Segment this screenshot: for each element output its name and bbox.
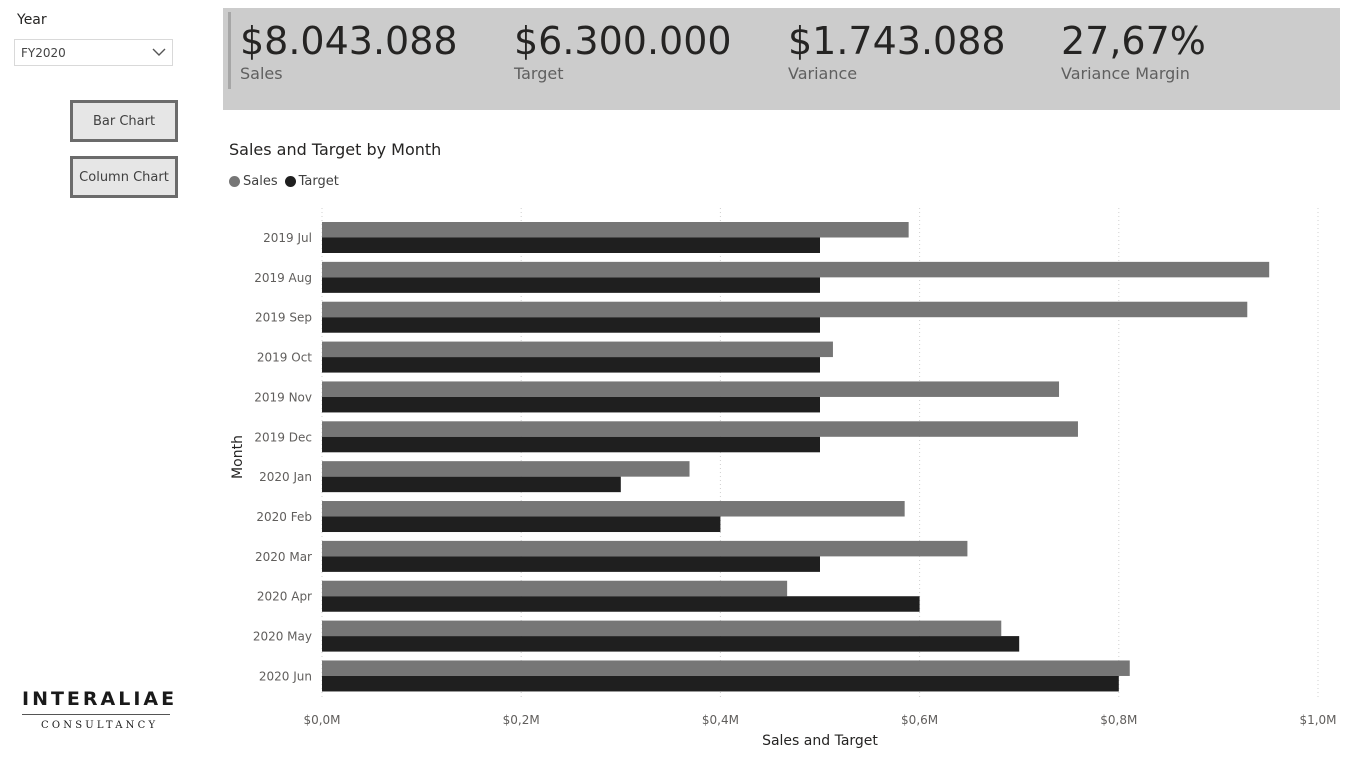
x-tick-label: $0,8M [1100, 713, 1137, 727]
y-tick-label: 2019 Sep [255, 311, 312, 325]
kpi-variance-margin-label: Variance Margin [1061, 64, 1190, 83]
legend-label-sales: Sales [243, 174, 278, 189]
y-tick-label: 2020 Apr [257, 590, 312, 604]
kpi-variance-value: $1.743.088 [788, 19, 1006, 63]
target-bar [322, 436, 820, 453]
sales-bar [322, 222, 909, 238]
company-logo: INTERALIAE CONSULTANCY [22, 688, 178, 731]
sales-bar [322, 540, 968, 557]
y-axis-title: Month [230, 435, 246, 479]
year-slicer-label: Year [17, 12, 47, 28]
x-axis-title: Sales and Target [762, 733, 878, 749]
y-tick-label: 2019 Aug [254, 271, 312, 285]
target-bar [322, 476, 621, 493]
chevron-down-icon [152, 48, 166, 56]
target-bar [322, 396, 820, 413]
sales-bar [322, 620, 1002, 637]
kpi-accent-bar [228, 12, 231, 89]
kpi-sales: $8.043.088 Sales [240, 18, 458, 83]
y-tick-label: 2020 Feb [256, 510, 312, 524]
target-bar [322, 357, 820, 373]
sales-bar [322, 261, 1270, 278]
logo-main-text: INTERALIAE [22, 688, 178, 710]
target-bar [322, 516, 721, 533]
x-tick-label: $0,6M [901, 713, 938, 727]
sales-bar [322, 301, 1248, 318]
legend-label-target: Target [298, 174, 339, 189]
sales-bar [322, 461, 690, 477]
target-bar [322, 237, 820, 253]
kpi-variance-label: Variance [788, 64, 858, 83]
sales-bar [322, 341, 833, 358]
legend-item-target[interactable]: Target [284, 174, 339, 189]
kpi-band [223, 8, 1340, 110]
y-tick-label: 2019 Dec [254, 430, 312, 444]
y-tick-label: 2020 Mar [255, 550, 312, 564]
sales-bar [322, 421, 1078, 437]
x-tick-label: $0,2M [503, 713, 540, 727]
target-bar [322, 556, 820, 572]
y-tick-label: 2020 Jun [259, 669, 312, 683]
kpi-target: $6.300.000 Target [514, 18, 732, 83]
legend-item-sales[interactable]: Sales [229, 174, 278, 189]
legend-dot-sales [229, 176, 240, 187]
bar-chart-button[interactable]: Bar Chart [70, 100, 178, 142]
kpi-target-label: Target [514, 64, 564, 83]
target-bar [322, 317, 820, 333]
legend-dot-target [284, 176, 296, 187]
x-tick-label: $0,4M [702, 713, 739, 727]
kpi-variance-margin: 27,67% Variance Margin [1061, 18, 1206, 83]
kpi-variance: $1.743.088 Variance [788, 18, 1006, 83]
kpi-variance-margin-value: 27,67% [1061, 19, 1206, 63]
sales-bar [322, 580, 788, 597]
logo-divider [22, 714, 170, 715]
year-dropdown-value: FY2020 [21, 46, 66, 60]
column-chart-button[interactable]: Column Chart [70, 156, 178, 198]
kpi-sales-label: Sales [240, 64, 283, 83]
target-bar [322, 675, 1119, 692]
y-tick-label: 2020 Jan [259, 470, 312, 484]
sales-bar [322, 381, 1060, 397]
sales-bar [322, 660, 1130, 676]
y-tick-label: 2019 Nov [254, 390, 312, 404]
target-bar [322, 596, 920, 612]
logo-sub-text: CONSULTANCY [41, 720, 159, 731]
x-tick-label: $0,0M [303, 713, 340, 727]
target-bar [322, 636, 1020, 652]
y-tick-label: 2019 Jul [263, 231, 312, 245]
sales-bar [322, 501, 905, 517]
kpi-target-value: $6.300.000 [514, 19, 732, 63]
chart-legend: Sales Target [229, 174, 346, 189]
chart-title: Sales and Target by Month [229, 140, 442, 159]
target-bar [322, 277, 820, 293]
kpi-sales-value: $8.043.088 [240, 19, 458, 63]
year-dropdown[interactable]: FY2020 [14, 39, 173, 66]
y-tick-label: 2019 Oct [257, 351, 312, 365]
y-tick-label: 2020 May [253, 630, 312, 644]
x-tick-label: $1,0M [1299, 713, 1336, 727]
